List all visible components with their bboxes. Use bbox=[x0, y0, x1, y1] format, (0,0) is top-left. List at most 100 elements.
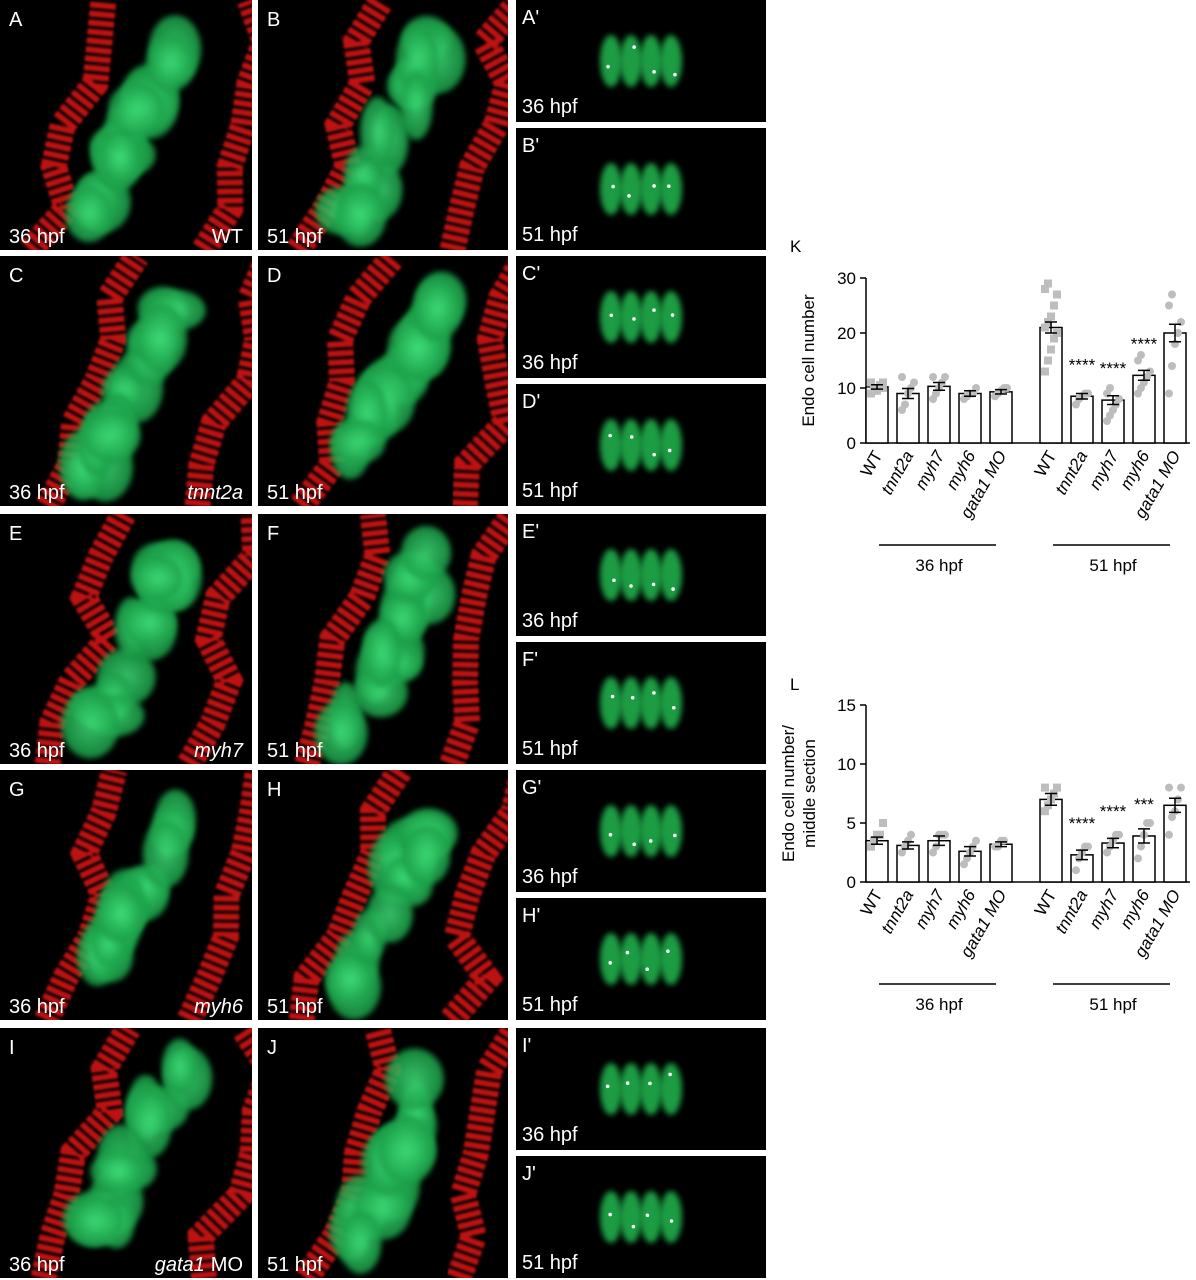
panel-label: I' bbox=[522, 1035, 531, 1057]
nucleus-dot bbox=[608, 433, 612, 438]
cell bbox=[660, 805, 682, 857]
nucleus-dot bbox=[611, 184, 615, 189]
micrograph bbox=[516, 514, 766, 636]
micrograph bbox=[516, 0, 766, 122]
panel-label: 36 hpf bbox=[9, 996, 65, 1018]
panel-label: J bbox=[267, 1037, 277, 1059]
micrograph bbox=[516, 1156, 766, 1278]
cell bbox=[339, 1211, 382, 1274]
data-point bbox=[1053, 783, 1061, 792]
error-bar bbox=[1045, 321, 1057, 334]
error-bar bbox=[1076, 849, 1088, 861]
panel-label: 51 hpf bbox=[522, 738, 578, 760]
cell bbox=[660, 1063, 682, 1115]
cell bbox=[161, 1038, 198, 1094]
y-tick-label: 5 bbox=[847, 814, 856, 833]
panel-label: 51 hpf bbox=[267, 1254, 323, 1276]
data-point bbox=[1041, 783, 1049, 792]
nucleus-dot bbox=[610, 694, 615, 699]
panel-label: F' bbox=[522, 649, 538, 671]
x-tick-label: myh7 bbox=[1085, 447, 1123, 493]
data-point bbox=[1174, 795, 1182, 804]
nucleus-dot bbox=[608, 832, 613, 837]
error-bar bbox=[1138, 828, 1150, 844]
nucleus-dot bbox=[629, 435, 634, 439]
data-point bbox=[929, 373, 937, 381]
panel-label: C' bbox=[522, 263, 540, 285]
error-bar bbox=[995, 388, 1007, 395]
data-point bbox=[1050, 301, 1058, 310]
nucleus-dot bbox=[671, 587, 675, 591]
y-axis-label-line: Endo cell number bbox=[799, 294, 818, 427]
y-tick-label: 30 bbox=[837, 269, 856, 288]
cell bbox=[620, 1191, 642, 1243]
error-bar bbox=[1138, 369, 1150, 382]
data-point bbox=[898, 373, 906, 381]
x-tick-label: myh7 bbox=[1085, 886, 1123, 932]
data-point bbox=[1146, 367, 1154, 376]
y-tick-label: 15 bbox=[837, 696, 856, 715]
nucleus-dot bbox=[630, 695, 635, 700]
error-bar bbox=[871, 383, 883, 390]
data-point bbox=[1003, 384, 1011, 392]
cell bbox=[640, 163, 662, 215]
group-label: 36 hpf bbox=[915, 995, 963, 1014]
cell bbox=[334, 183, 387, 247]
error-bar bbox=[902, 841, 914, 850]
x-tick-label: tnnt2a bbox=[877, 887, 917, 937]
group-label: 51 hpf bbox=[1089, 995, 1137, 1014]
genotype-label: WT bbox=[212, 226, 243, 248]
nucleus-dot bbox=[669, 1219, 674, 1223]
panel-label: J' bbox=[522, 1163, 536, 1185]
nucleus-dot bbox=[651, 582, 656, 587]
cell bbox=[360, 96, 396, 167]
cell bbox=[396, 25, 439, 94]
x-tick-label: tnnt2a bbox=[877, 448, 917, 498]
nucleus-dot bbox=[666, 949, 670, 953]
error-bar bbox=[1076, 392, 1088, 400]
cell bbox=[620, 677, 642, 729]
nucleus-dot bbox=[632, 317, 636, 321]
membrane-signal bbox=[30, 1028, 140, 1278]
panel-label: 51 hpf bbox=[267, 740, 323, 762]
cell bbox=[620, 419, 642, 471]
cell bbox=[600, 1191, 622, 1243]
data-point bbox=[1075, 854, 1083, 863]
nucleus-dot bbox=[673, 72, 677, 77]
panel-label: H bbox=[267, 779, 281, 801]
y-tick-label: 10 bbox=[837, 755, 856, 774]
cell bbox=[600, 419, 622, 471]
cell bbox=[61, 690, 120, 759]
panel-label: E bbox=[9, 523, 22, 545]
panel-label: F bbox=[267, 523, 279, 545]
panel-label: A' bbox=[522, 7, 539, 29]
cell bbox=[640, 549, 662, 601]
panel-label: 36 hpf bbox=[9, 482, 65, 504]
data-point bbox=[1047, 345, 1055, 354]
cell bbox=[600, 805, 622, 857]
data-point bbox=[1168, 290, 1176, 299]
cell bbox=[65, 185, 113, 243]
error-bar bbox=[1107, 394, 1119, 406]
nucleus-dot bbox=[652, 184, 656, 188]
x-tick-label: WT bbox=[1031, 887, 1061, 919]
data-point bbox=[1000, 836, 1008, 845]
membrane-signal bbox=[439, 514, 508, 764]
significance: **** bbox=[1069, 814, 1096, 833]
micrograph bbox=[516, 898, 766, 1020]
micrograph bbox=[258, 770, 508, 1020]
cell bbox=[142, 819, 189, 888]
chart-title: L bbox=[790, 675, 799, 694]
genotype-gene: myh6 bbox=[194, 996, 244, 1018]
nucleus-dot bbox=[667, 184, 671, 188]
x-tick-label: myh7 bbox=[911, 447, 949, 493]
panel-label: 51 hpf bbox=[267, 482, 323, 504]
panel-label: 51 hpf bbox=[267, 226, 323, 248]
data-point bbox=[1072, 866, 1080, 875]
cell bbox=[620, 163, 642, 215]
nucleus-dot bbox=[608, 1212, 612, 1217]
nucleus-dot bbox=[629, 584, 633, 588]
panel-label: E' bbox=[522, 521, 539, 543]
cell bbox=[600, 933, 622, 985]
membrane-signal bbox=[187, 1028, 252, 1278]
